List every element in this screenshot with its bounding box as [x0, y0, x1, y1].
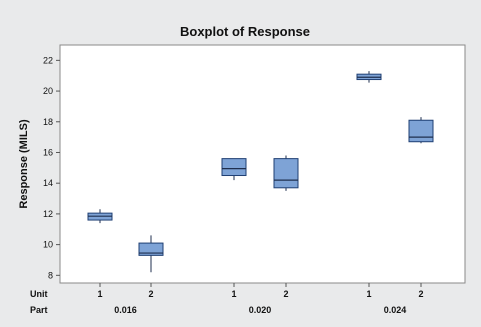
y-tick-label: 12	[43, 209, 53, 219]
y-tick-label: 10	[43, 240, 53, 250]
y-tick-label: 22	[43, 55, 53, 65]
x-row-label-unit: Unit	[30, 289, 48, 299]
chart-title: Boxplot of Response	[180, 24, 310, 39]
unit-label: 1	[366, 289, 371, 299]
part-label: 0.020	[249, 305, 272, 315]
box-0.020-unit-1	[221, 158, 247, 177]
box-0.016-unit-2	[138, 242, 164, 256]
y-tick-label: 20	[43, 86, 53, 96]
y-axis-label: Response (MILS)	[18, 119, 30, 209]
unit-label: 2	[283, 289, 288, 299]
part-label: 0.024	[384, 305, 407, 315]
box-0.020-unit-2	[273, 158, 299, 189]
y-tick-label: 8	[48, 270, 53, 280]
unit-label: 2	[148, 289, 153, 299]
unit-label: 1	[97, 289, 102, 299]
unit-label: 2	[418, 289, 423, 299]
x-row-label-part: Part	[30, 305, 48, 315]
y-tick-label: 18	[43, 117, 53, 127]
box-0.024-unit-2	[408, 119, 434, 143]
part-label: 0.016	[114, 305, 137, 315]
y-tick-label: 16	[43, 147, 53, 157]
unit-label: 1	[231, 289, 236, 299]
y-tick-label: 14	[43, 178, 53, 188]
plot-area	[59, 44, 466, 284]
